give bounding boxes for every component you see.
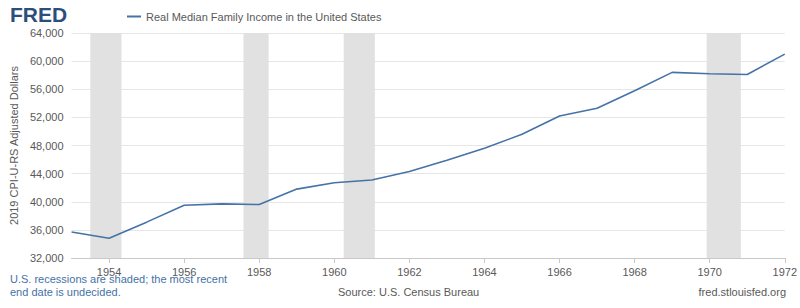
svg-text:U.S. recessions are shaded; th: U.S. recessions are shaded; the most rec… xyxy=(10,272,228,285)
svg-text:44,000: 44,000 xyxy=(30,168,64,180)
svg-text:48,000: 48,000 xyxy=(30,140,64,152)
svg-text:fred.stlouisfed.org: fred.stlouisfed.org xyxy=(699,286,786,298)
svg-text:end date is undecided.: end date is undecided. xyxy=(10,286,121,298)
svg-text:2019 CPI-U-RS Adjusted Dollars: 2019 CPI-U-RS Adjusted Dollars xyxy=(8,66,20,225)
svg-text:32,000: 32,000 xyxy=(30,252,64,264)
svg-text:52,000: 52,000 xyxy=(30,111,64,123)
svg-text:1972: 1972 xyxy=(773,266,797,278)
svg-text:56,000: 56,000 xyxy=(30,83,64,95)
svg-text:1962: 1962 xyxy=(397,266,421,278)
svg-text:1956: 1956 xyxy=(172,266,196,278)
svg-text:1964: 1964 xyxy=(472,266,496,278)
svg-text:1970: 1970 xyxy=(697,266,721,278)
svg-text:1960: 1960 xyxy=(322,266,346,278)
svg-text:60,000: 60,000 xyxy=(30,55,64,67)
svg-text:1968: 1968 xyxy=(622,266,646,278)
svg-text:Source: U.S. Census Bureau: Source: U.S. Census Bureau xyxy=(338,286,479,298)
svg-text:64,000: 64,000 xyxy=(30,27,64,39)
svg-text:1966: 1966 xyxy=(547,266,571,278)
svg-text:Real Median Family Income in t: Real Median Family Income in the United … xyxy=(146,11,382,23)
svg-text:1954: 1954 xyxy=(97,266,121,278)
svg-text:FRED: FRED xyxy=(10,3,67,26)
svg-text:1958: 1958 xyxy=(247,266,271,278)
svg-text:36,000: 36,000 xyxy=(30,224,64,236)
svg-text:40,000: 40,000 xyxy=(30,196,64,208)
